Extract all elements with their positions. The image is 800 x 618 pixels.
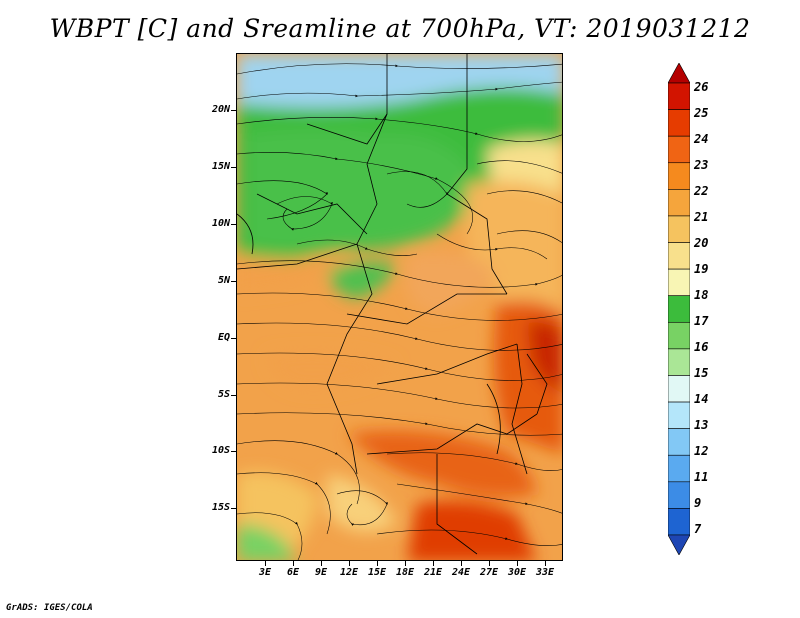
colorbar-segment	[668, 215, 690, 243]
lat-label-15s: 15S	[211, 502, 230, 513]
colorbar-segment	[668, 63, 690, 84]
colorbar-label-17: 17	[694, 314, 709, 328]
colorbar-label-15: 15	[694, 366, 709, 380]
colorbar-segment	[668, 82, 690, 110]
colorbar-segment	[668, 109, 690, 137]
colorbar-label-14: 14	[694, 392, 709, 406]
colorbar-label-25: 25	[694, 106, 709, 120]
lon-tick	[433, 561, 434, 566]
colorbar-label-18: 18	[694, 288, 709, 302]
lat-tick	[231, 281, 236, 282]
lon-label-24e: 24E	[451, 567, 471, 578]
streamlines	[237, 63, 562, 560]
colorbar-label-13: 13	[694, 418, 709, 432]
colorbar-segment	[668, 242, 690, 270]
lon-label-30e: 30E	[507, 567, 527, 578]
colorbar-segment	[668, 481, 690, 509]
colorbar-label-9: 9	[694, 496, 702, 510]
colorbar-segment	[668, 534, 690, 555]
colorbar-segment	[668, 162, 690, 190]
lon-label-12e: 12E	[339, 567, 359, 578]
colorbar-segment	[668, 508, 690, 536]
colorbar-label-11: 11	[694, 470, 709, 484]
lon-label-15e: 15E	[367, 567, 387, 578]
lon-tick	[461, 561, 462, 566]
colorbar-label-12: 12	[694, 444, 709, 458]
lat-tick	[231, 395, 236, 396]
lon-tick	[405, 561, 406, 566]
lat-label-10n: 10N	[211, 218, 230, 229]
lon-tick	[321, 561, 322, 566]
lon-tick	[265, 561, 266, 566]
lon-tick	[545, 561, 546, 566]
colorbar-label-26: 26	[694, 80, 709, 94]
colorbar-segment	[668, 428, 690, 456]
chart-title: WBPT [C] and Sreamline at 700hPa, VT: 20…	[49, 14, 751, 43]
colorbar	[668, 63, 690, 555]
lat-tick	[231, 110, 236, 111]
lat-label-15n: 15N	[211, 161, 230, 172]
lat-tick	[231, 508, 236, 509]
lat-tick	[231, 451, 236, 452]
lon-label-21e: 21E	[423, 567, 443, 578]
colorbar-label-19: 19	[694, 262, 709, 276]
colorbar-segment	[668, 401, 690, 429]
lat-label-eq: EQ	[217, 332, 230, 343]
colorbar-label-22: 22	[694, 184, 709, 198]
lon-tick	[377, 561, 378, 566]
colorbar-segment	[668, 295, 690, 323]
lat-tick	[231, 224, 236, 225]
colorbar-segment	[668, 189, 690, 217]
colorbar-label-7: 7	[694, 522, 702, 536]
lon-label-9e: 9E	[314, 567, 328, 578]
country-borders	[237, 54, 548, 555]
lat-label-10s: 10S	[211, 445, 230, 456]
lat-label-5n: 5N	[217, 275, 230, 286]
lon-label-3e: 3E	[258, 567, 272, 578]
lon-label-6e: 6E	[286, 567, 300, 578]
lon-label-18e: 18E	[395, 567, 415, 578]
colorbar-segment	[668, 454, 690, 483]
colorbar-label-21: 21	[694, 210, 709, 224]
colorbar-segment	[668, 321, 690, 350]
map-panel	[236, 53, 563, 561]
colorbar-label-23: 23	[694, 158, 709, 172]
lat-label-5s: 5S	[217, 389, 230, 400]
colorbar-label-20: 20	[694, 236, 709, 250]
colorbar-segment	[668, 268, 690, 297]
colorbar-segment	[668, 135, 690, 164]
colorbar-segment	[668, 348, 690, 376]
lon-tick	[517, 561, 518, 566]
lon-label-33e: 33E	[535, 567, 555, 578]
colorbar-segment	[668, 375, 690, 403]
lon-tick	[489, 561, 490, 566]
map-canvas	[237, 54, 562, 560]
lon-tick	[349, 561, 350, 566]
grads-credit: GrADS: IGES/COLA	[6, 603, 93, 613]
lon-label-27e: 27E	[479, 567, 499, 578]
lon-tick	[293, 561, 294, 566]
colorbar-label-24: 24	[694, 132, 709, 146]
lat-label-20n: 20N	[211, 104, 230, 115]
colorbar-label-16: 16	[694, 340, 709, 354]
lat-tick	[231, 338, 236, 339]
lat-tick	[231, 167, 236, 168]
